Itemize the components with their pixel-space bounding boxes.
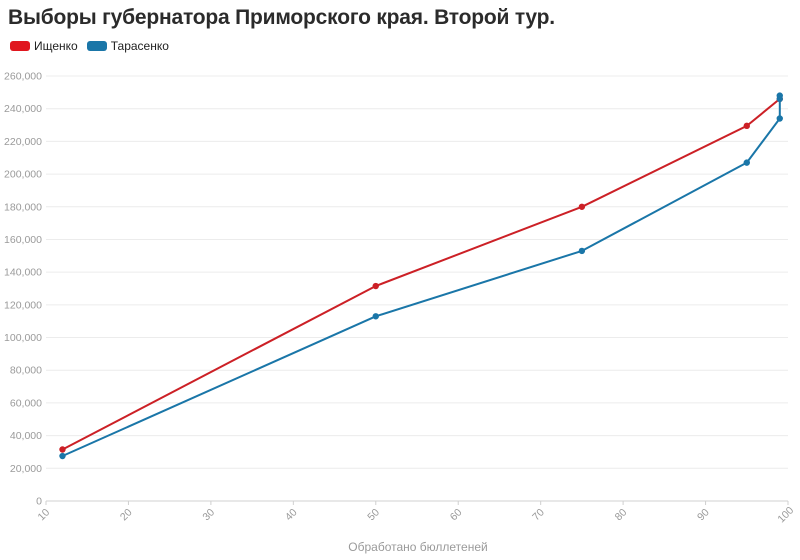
data-point-tarasenko[interactable] [776,92,783,99]
legend-label-ishchenko: Ищенко [34,39,78,53]
legend-swatch-ishchenko [10,41,30,51]
legend: Ищенко Тарасенко [10,39,169,53]
data-point-ishchenko[interactable] [59,446,66,453]
y-tick-label: 120,000 [4,299,42,311]
y-tick-label: 260,000 [4,71,42,83]
series-line-ishchenko [61,97,781,451]
y-tick-label: 220,000 [4,136,42,148]
x-tick-label: 10 [36,506,53,523]
y-tick-label: 160,000 [4,234,42,246]
x-tick-label: 100 [775,504,796,525]
data-point-tarasenko[interactable] [776,115,783,122]
y-tick-label: 80,000 [10,365,42,377]
data-point-tarasenko[interactable] [372,313,379,320]
y-tick-label: 100,000 [4,332,42,344]
legend-item-tarasenko[interactable]: Тарасенко [86,39,169,53]
series-line-tarasenko [61,94,781,457]
y-tick-label: 200,000 [4,169,42,181]
y-tick-label: 180,000 [4,201,42,213]
data-point-ishchenko[interactable] [743,122,750,130]
x-tick-label: 40 [283,506,300,523]
data-point-ishchenko[interactable] [372,282,379,290]
data-point-ishchenko[interactable] [578,203,586,210]
legend-label-tarasenko: Тарасенко [110,39,169,53]
x-tick-label: 20 [118,506,135,523]
x-tick-label: 80 [613,506,630,523]
x-tick-label: 60 [448,506,465,523]
data-point-tarasenko[interactable] [578,247,586,255]
x-axis-title: Обработано бюллетеней [348,540,487,554]
y-tick-label: 0 [36,496,42,508]
data-point-tarasenko[interactable] [59,452,66,460]
legend-item-ishchenko[interactable]: Ищенко [10,39,78,53]
y-tick-label: 40,000 [10,430,42,442]
y-tick-label: 20,000 [10,463,42,475]
x-tick-label: 50 [365,506,382,523]
x-tick-label: 90 [695,506,712,523]
y-tick-label: 240,000 [4,103,42,115]
data-point-tarasenko[interactable] [743,159,750,166]
x-tick-label: 70 [530,506,547,523]
y-tick-label: 60,000 [10,397,42,409]
legend-swatch-tarasenko [86,41,107,51]
y-tick-label: 140,000 [4,267,42,279]
chart-title: Выборы губернатора Приморского края. Вто… [8,6,555,29]
x-tick-label: 30 [200,506,217,523]
